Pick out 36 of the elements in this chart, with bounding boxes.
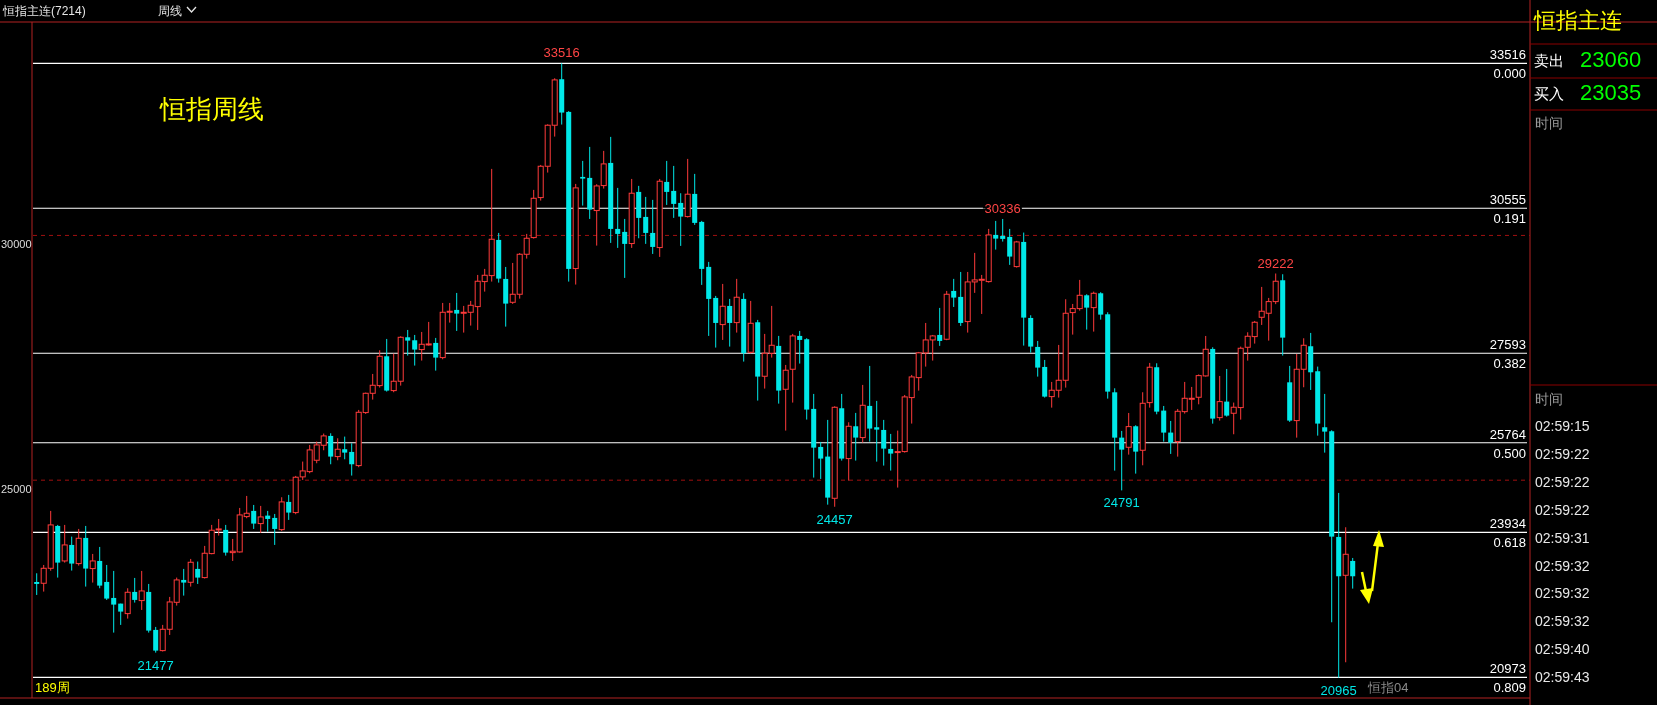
annotation: 24457 — [816, 511, 853, 527]
annotation: 189周 — [35, 680, 70, 695]
annotation: 20965 — [1320, 682, 1357, 698]
text: 02:59:32 — [1535, 585, 1590, 602]
text: 恒指04 — [1367, 680, 1409, 695]
annotation: 29222 — [1257, 255, 1294, 271]
text: 02:59:22 — [1535, 473, 1590, 490]
text: 恒指周线 — [159, 94, 264, 124]
ref-line-label: 20973 0.809 — [1489, 661, 1526, 696]
text: 恒指主连 — [1533, 8, 1622, 33]
ref-line-label: 30555 0.191 — [1489, 192, 1526, 227]
text: 时间 — [1535, 115, 1563, 131]
text: 23060 — [1580, 47, 1642, 72]
ref-line-label: 23934 0.618 — [1489, 516, 1526, 551]
text: 02:59:31 — [1535, 529, 1590, 546]
annotation: 33516 — [543, 45, 580, 61]
text: 23035 — [1580, 80, 1642, 105]
text: 周线 — [158, 4, 182, 18]
text: 卖出 — [1534, 52, 1564, 69]
ref-line-label: 27593 0.382 — [1489, 337, 1526, 372]
y-tick-label: 25000 — [1, 483, 32, 496]
text: 02:59:43 — [1535, 669, 1590, 686]
y-tick-label: 30000 — [1, 238, 32, 251]
text: 02:59:15 — [1535, 418, 1590, 434]
annotation: 21477 — [137, 657, 174, 673]
text: 恒指主连(7214) — [2, 4, 86, 18]
annotation: 24791 — [1103, 495, 1140, 511]
text: 买入 — [1534, 85, 1564, 102]
text: 时间 — [1535, 391, 1563, 407]
text: 02:59:40 — [1535, 641, 1590, 658]
text: 02:59:22 — [1535, 501, 1590, 518]
ref-line-label: 25764 0.500 — [1489, 426, 1526, 461]
text: 02:59:22 — [1535, 445, 1590, 462]
text: 02:59:32 — [1535, 557, 1590, 574]
text: 02:59:32 — [1535, 613, 1590, 630]
ref-line-label: 33516 0.000 — [1489, 47, 1526, 82]
